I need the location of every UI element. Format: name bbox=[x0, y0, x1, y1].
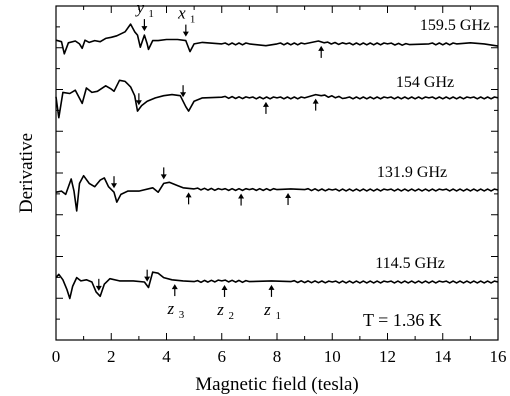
resonance-markers: y 1 x 1z 3 z 2 z 1 bbox=[95, 0, 325, 322]
trace-label: 114.5 GHz bbox=[375, 255, 445, 272]
trace-label: 159.5 GHz bbox=[420, 17, 490, 34]
resonance-marker bbox=[285, 193, 292, 206]
x-tick-label: 6 bbox=[218, 347, 227, 366]
trace-label: 154 GHz bbox=[396, 74, 454, 91]
x-tick-label: 12 bbox=[379, 347, 396, 366]
marker-label-subscript: 2 bbox=[229, 310, 235, 322]
x-tick-label: 8 bbox=[273, 347, 282, 366]
resonance-marker bbox=[135, 93, 142, 106]
marker-label-subscript: 1 bbox=[275, 310, 281, 322]
resonance-marker bbox=[262, 101, 269, 114]
x-tick-label: 10 bbox=[324, 347, 341, 366]
spectra-traces bbox=[55, 23, 499, 300]
axis-ticks bbox=[55, 6, 499, 340]
resonance-marker bbox=[312, 98, 319, 111]
y-axis-title: Derivative bbox=[16, 133, 37, 213]
x-tick-label: 16 bbox=[490, 347, 507, 366]
resonance-marker bbox=[160, 167, 167, 180]
resonance-marker bbox=[95, 278, 102, 291]
x-tick-label: 2 bbox=[107, 347, 116, 366]
marker-label: z bbox=[216, 300, 224, 319]
trace-131-9-ghz bbox=[55, 174, 499, 212]
marker-label: z bbox=[166, 299, 174, 318]
x-tick-label: 4 bbox=[162, 347, 171, 366]
marker-label-subscript: 1 bbox=[148, 8, 154, 20]
x-tick-labels: 0 2 4 6 8 10 12 14 16 bbox=[52, 347, 507, 366]
resonance-marker bbox=[180, 85, 187, 98]
trace-159-5-ghz bbox=[55, 23, 499, 55]
resonance-marker bbox=[238, 193, 245, 206]
marker-label: y bbox=[135, 0, 145, 17]
trace-label: 131.9 GHz bbox=[377, 164, 447, 181]
trace-154-ghz bbox=[55, 79, 499, 119]
x-axis-title: Magnetic field (tesla) bbox=[195, 374, 359, 395]
marker-label-subscript: 3 bbox=[179, 309, 185, 321]
x-tick-label: 0 bbox=[52, 347, 61, 366]
x-tick-label: 14 bbox=[434, 347, 452, 366]
resonance-marker bbox=[144, 269, 151, 282]
marker-label-subscript: 1 bbox=[190, 14, 196, 26]
marker-label: x bbox=[177, 4, 186, 23]
trace-labels: 159.5 GHz 154 GHz 131.9 GHz 114.5 GHz bbox=[375, 17, 490, 272]
resonance-marker bbox=[318, 45, 325, 58]
resonance-marker bbox=[111, 176, 118, 189]
trace-114-5-ghz bbox=[55, 271, 499, 300]
resonance-marker bbox=[185, 192, 192, 205]
temperature-annotation: T = 1.36 K bbox=[363, 310, 442, 330]
marker-label: z bbox=[263, 300, 271, 319]
